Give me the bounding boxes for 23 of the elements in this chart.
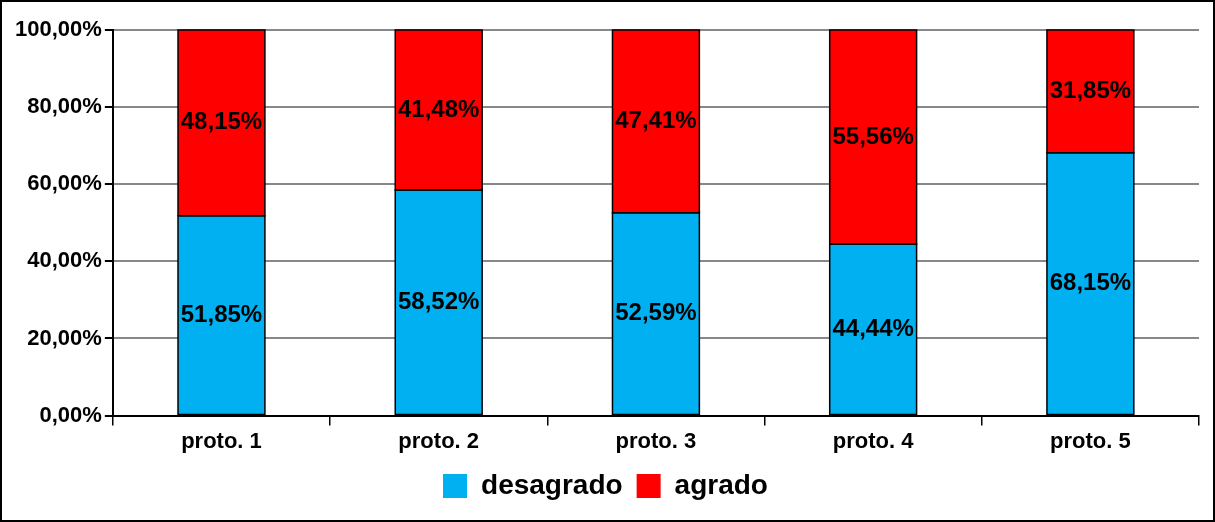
data-label: 51,85% [180, 299, 263, 327]
data-label: 41,48% [397, 94, 480, 122]
x-tick-label: proto. 1 [181, 427, 262, 453]
data-label: 48,15% [180, 107, 263, 135]
legend-label: desagrado [481, 468, 623, 500]
legend-label: agrado [674, 468, 768, 500]
data-label: 68,15% [1049, 268, 1132, 296]
data-label: 44,44% [832, 314, 914, 342]
x-tick-label: proto. 2 [398, 427, 480, 453]
data-label: 47,41% [615, 106, 697, 134]
data-label: 31,85% [1049, 76, 1132, 104]
data-label: 58,52% [397, 286, 480, 314]
y-tick-label: 80,00% [27, 93, 102, 119]
x-tick-label: proto. 3 [615, 427, 697, 453]
y-tick-label: 20,00% [27, 324, 102, 350]
x-tick-label: proto. 4 [832, 427, 915, 453]
data-label: 52,59% [615, 298, 697, 326]
y-tick-label: 0,00% [39, 401, 102, 427]
x-tick-label: proto. 5 [1050, 427, 1131, 453]
y-tick-label: 40,00% [27, 247, 102, 273]
y-tick-label: 60,00% [27, 170, 102, 196]
y-tick-label: 100,00% [14, 16, 102, 42]
data-label: 55,56% [832, 121, 914, 149]
